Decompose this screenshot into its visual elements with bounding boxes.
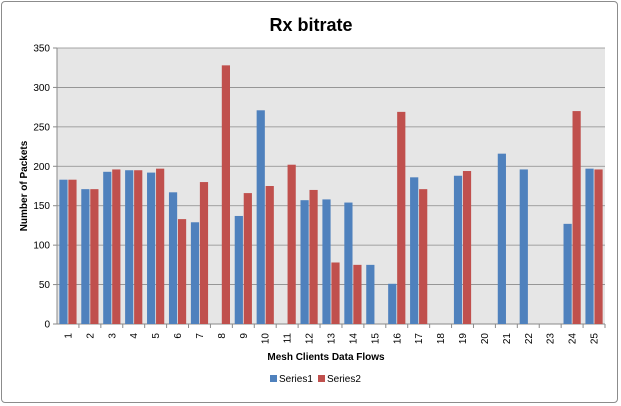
bar-series1-13 bbox=[322, 199, 331, 324]
bar-series2-24 bbox=[572, 111, 581, 324]
x-tick-label: 1 bbox=[63, 333, 74, 339]
bar-series1-25 bbox=[585, 168, 594, 324]
y-tick-label: 0 bbox=[44, 320, 50, 331]
y-tick-label: 50 bbox=[39, 280, 51, 291]
x-tick-label: 9 bbox=[239, 333, 250, 339]
x-tick-label: 5 bbox=[151, 333, 162, 339]
x-tick-label: 12 bbox=[305, 333, 316, 345]
bar-series2-6 bbox=[177, 219, 187, 324]
bar-series1-21 bbox=[497, 153, 506, 324]
y-tick-label: 350 bbox=[33, 44, 50, 55]
bar-series1-14 bbox=[344, 202, 353, 324]
bar-series1-19 bbox=[453, 175, 463, 324]
x-tick-label: 7 bbox=[195, 333, 206, 339]
bar-series2-19 bbox=[462, 171, 472, 324]
bar-series2-5 bbox=[156, 168, 165, 324]
x-tick-label: 20 bbox=[480, 333, 491, 345]
x-tick-label: 10 bbox=[261, 333, 272, 345]
bar-series2-11 bbox=[287, 164, 296, 324]
x-tick-label: 4 bbox=[129, 333, 140, 339]
bar-series1-1 bbox=[59, 179, 68, 324]
legend-swatch-series2 bbox=[318, 375, 325, 382]
bar-series2-17 bbox=[419, 189, 428, 324]
bar-series1-5 bbox=[147, 172, 156, 324]
bar-series2-13 bbox=[331, 262, 340, 324]
legend: Series1 Series2 bbox=[270, 374, 361, 385]
x-tick-label: 3 bbox=[107, 333, 118, 339]
bar-series2-16 bbox=[397, 111, 406, 324]
x-tick-label: 21 bbox=[502, 333, 513, 345]
bar-series1-7 bbox=[190, 222, 200, 324]
bar-series2-1 bbox=[68, 179, 77, 324]
x-tick-label: 11 bbox=[283, 333, 294, 344]
bar-series2-2 bbox=[90, 189, 99, 324]
bar-series2-25 bbox=[594, 169, 603, 324]
bar-series1-2 bbox=[81, 189, 90, 324]
bar-series1-10 bbox=[256, 110, 265, 324]
bar-series2-10 bbox=[265, 186, 274, 324]
x-tick-label: 13 bbox=[327, 333, 338, 345]
bar-series1-17 bbox=[410, 177, 419, 324]
legend-swatch-series1 bbox=[270, 375, 277, 382]
x-tick-label: 22 bbox=[524, 333, 535, 345]
legend-label-series2: Series2 bbox=[327, 374, 361, 385]
x-tick-label: 18 bbox=[436, 333, 447, 345]
bar-series2-9 bbox=[243, 193, 252, 324]
bar-series2-3 bbox=[112, 169, 121, 324]
bar-series1-12 bbox=[300, 200, 309, 324]
bar-series1-6 bbox=[168, 192, 178, 324]
y-tick-label: 150 bbox=[33, 201, 50, 212]
x-axis-title: Mesh Clients Data Flows bbox=[267, 352, 385, 363]
x-tick-label: 8 bbox=[217, 333, 228, 339]
bar-series1-24 bbox=[563, 223, 572, 324]
x-tick-label: 15 bbox=[370, 333, 381, 345]
x-tick-label: 16 bbox=[392, 333, 403, 345]
bar-series1-22 bbox=[519, 169, 528, 324]
x-tick-label: 14 bbox=[348, 333, 359, 345]
chart-title: Rx bitrate bbox=[269, 15, 352, 35]
y-tick-label: 250 bbox=[33, 122, 50, 133]
x-tick-label: 24 bbox=[568, 333, 579, 345]
bar-series2-4 bbox=[134, 170, 143, 324]
bar-series1-4 bbox=[125, 170, 134, 324]
bar-series1-3 bbox=[103, 171, 112, 324]
bar-series1-15 bbox=[366, 264, 375, 324]
x-tick-label: 2 bbox=[85, 333, 96, 339]
x-tick-label: 19 bbox=[458, 333, 469, 345]
y-tick-label: 100 bbox=[33, 241, 50, 252]
x-tick-label: 17 bbox=[414, 333, 425, 345]
legend-label-series1: Series1 bbox=[279, 374, 313, 385]
bar-series2-12 bbox=[309, 189, 318, 324]
y-axis-title: Number of Packets bbox=[19, 140, 30, 231]
bar-series2-7 bbox=[199, 182, 209, 324]
x-tick-label: 25 bbox=[590, 333, 601, 345]
bar-series2-14 bbox=[353, 264, 362, 324]
x-tick-label: 23 bbox=[546, 333, 557, 345]
x-tick-label: 6 bbox=[173, 333, 184, 339]
bar-series2-8 bbox=[221, 65, 230, 324]
bar-series1-16 bbox=[388, 283, 397, 324]
bar-series1-9 bbox=[234, 215, 243, 324]
y-tick-label: 300 bbox=[33, 83, 50, 94]
y-tick-label: 200 bbox=[33, 162, 50, 173]
